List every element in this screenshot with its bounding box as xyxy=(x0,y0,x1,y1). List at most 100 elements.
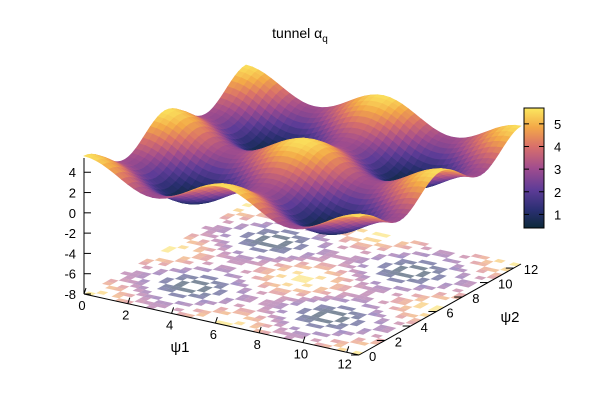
base-contour-cell xyxy=(325,263,338,269)
base-contour-cell xyxy=(242,298,255,303)
base-contour-cell xyxy=(213,224,226,230)
base-contour-cell xyxy=(252,268,265,274)
base-contour-cell xyxy=(360,303,373,308)
base-contour-cell xyxy=(217,282,230,287)
base-contour-cell xyxy=(176,287,189,292)
base-contour-cell xyxy=(328,285,341,290)
z-tick-label: 2 xyxy=(69,186,76,201)
base-contour-cell xyxy=(216,306,229,311)
base-contour-cell xyxy=(327,250,340,255)
base-contour-cell xyxy=(205,300,218,306)
y-tick-label: 4 xyxy=(421,320,428,335)
base-contour-cell xyxy=(204,247,217,252)
x-tick xyxy=(258,326,262,334)
base-contour-cell xyxy=(187,233,200,238)
base-contour-cell xyxy=(241,203,254,208)
base-contour-cell xyxy=(199,310,213,315)
base-contour-cell xyxy=(394,254,407,259)
base-contour-cell xyxy=(380,244,393,249)
base-contour-cell xyxy=(126,279,139,284)
base-contour-cell xyxy=(474,275,487,280)
base-contour-cell xyxy=(157,262,170,267)
base-contour-cell xyxy=(340,284,353,290)
z-tick-labels: -8 -6 -4 -2 0 2 4 xyxy=(64,165,76,302)
base-contour-cell xyxy=(375,271,388,276)
x-tick-label: 8 xyxy=(254,337,261,352)
base-contour-cell xyxy=(232,208,245,213)
base-contour-cell xyxy=(335,269,348,274)
base-contour-cell xyxy=(267,289,280,295)
base-contour-cell xyxy=(386,277,399,282)
y-tick-label: 10 xyxy=(498,277,512,292)
base-contour-cell xyxy=(196,288,209,293)
base-contour-cell xyxy=(406,313,419,318)
base-contour-cell xyxy=(192,248,205,253)
base-contour-cell xyxy=(405,260,418,265)
base-contour-cell xyxy=(140,289,153,295)
base-contour-cell xyxy=(368,287,381,292)
base-contour-cell xyxy=(342,278,355,283)
base-contour-cell xyxy=(330,296,343,301)
base-contour-cell xyxy=(169,285,182,290)
base-contour-cell xyxy=(132,270,145,275)
base-contour-cell xyxy=(420,246,433,251)
base-contour-cell xyxy=(321,241,334,247)
base-contour-cell xyxy=(129,283,142,289)
base-contour-cell xyxy=(182,260,195,265)
base-contour-cell xyxy=(356,263,370,269)
base-contour-cell xyxy=(102,281,115,286)
base-contour-cell xyxy=(465,280,478,286)
base-contour-cell xyxy=(151,295,164,300)
base-contour-cell xyxy=(249,222,262,227)
base-contour-cell xyxy=(213,284,226,290)
base-contour-cell xyxy=(376,324,389,329)
base-contour-cell xyxy=(508,262,521,267)
base-contour-cell xyxy=(198,299,211,304)
base-contour-cell xyxy=(187,293,200,298)
base-contour-cell xyxy=(176,269,189,274)
z-tick-label: -4 xyxy=(64,246,76,261)
base-contour-cell xyxy=(277,302,290,307)
base-contour-cell xyxy=(254,315,267,320)
base-contour-cell xyxy=(338,316,351,321)
base-contour-cell xyxy=(314,257,327,263)
base-contour-cell xyxy=(295,310,308,315)
base-contour-cell xyxy=(362,236,375,242)
y-tick-label: 0 xyxy=(369,349,376,364)
base-contour-cell xyxy=(287,230,300,236)
base-contour-cell xyxy=(357,281,370,286)
base-contour-cell xyxy=(395,307,409,312)
base-contour-cell xyxy=(294,274,307,279)
base-contour-cell xyxy=(321,319,334,324)
base-contour-cell xyxy=(400,287,413,292)
base-contour-cell xyxy=(399,312,412,317)
base-contour-cell xyxy=(400,305,413,310)
base-contour-cell xyxy=(278,295,291,301)
base-contour-cell xyxy=(343,331,356,336)
base-contour-cell xyxy=(300,265,313,270)
base-contour-cell xyxy=(327,310,340,315)
base-contour-cell xyxy=(344,306,357,312)
base-contour-cell xyxy=(301,283,314,288)
base-contour-cell xyxy=(430,294,443,299)
base-contour-cell xyxy=(369,280,382,285)
base-contour-cell xyxy=(298,279,311,284)
base-contour-cell xyxy=(331,332,344,337)
base-contour-cell xyxy=(289,301,302,306)
base-contour-cell xyxy=(294,239,307,244)
base-contour-cell xyxy=(414,273,427,278)
base-contour-cell xyxy=(311,331,324,336)
base-contour-cell xyxy=(397,301,410,306)
base-contour-cell xyxy=(293,263,306,268)
base-contour-cell xyxy=(455,268,468,273)
base-contour-cell xyxy=(223,273,236,278)
base-contour-cell xyxy=(311,313,324,318)
base-contour-cell xyxy=(208,227,221,232)
base-contour-cell xyxy=(141,265,154,270)
base-contour-cell xyxy=(286,297,299,302)
base-contour-cell xyxy=(319,290,332,296)
x-tick xyxy=(346,346,350,353)
base-contour-cell xyxy=(394,296,407,301)
base-contour-cell xyxy=(373,242,386,247)
base-contour-cell xyxy=(245,260,258,265)
